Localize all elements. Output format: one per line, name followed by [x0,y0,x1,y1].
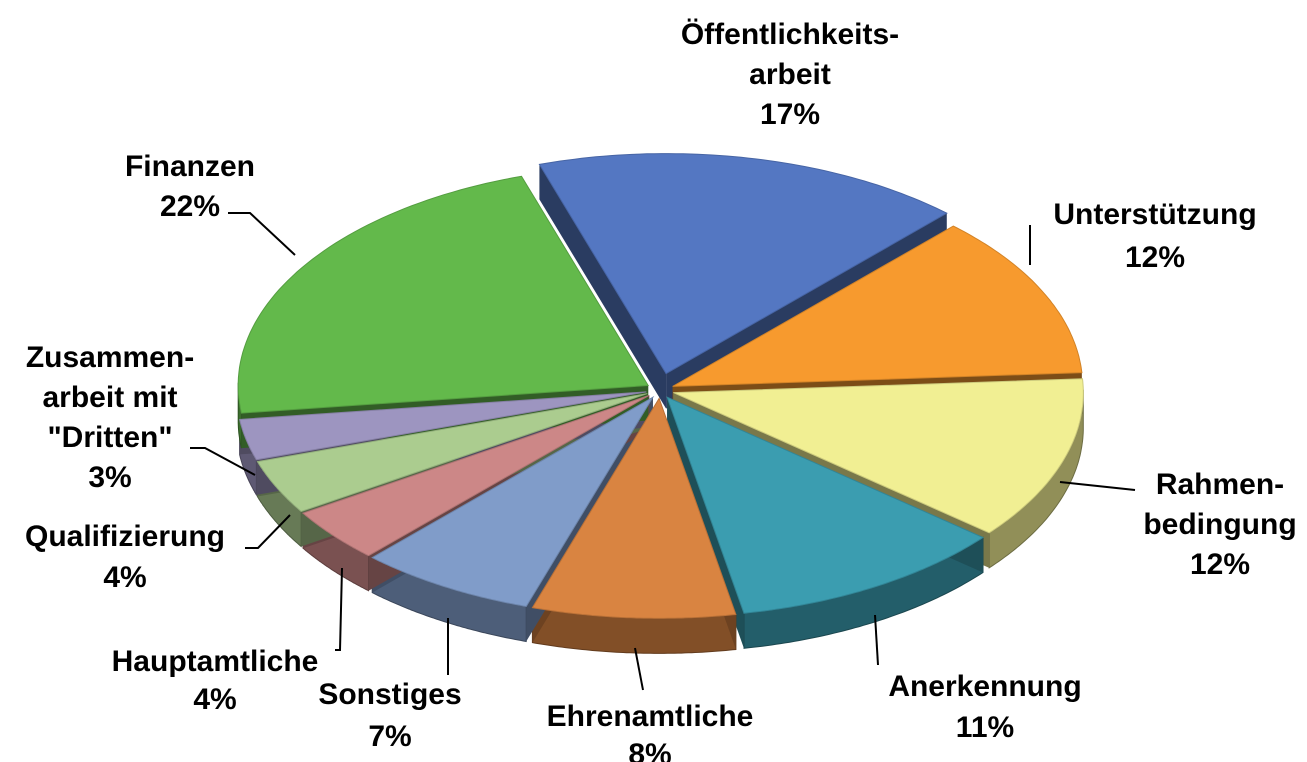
leader-line [190,447,256,476]
slice [301,394,650,557]
category-label: Finanzen [124,150,255,183]
slice-tops [237,153,1084,619]
category-label: Anerkennung [888,670,1082,703]
percent-label: 12% [1189,548,1251,581]
leader-line [1059,481,1136,491]
slice [531,397,737,619]
slice [672,225,1083,387]
percent-label: 4% [193,683,237,716]
category-label: Ehrenamtliche [546,700,754,733]
slice [538,153,948,375]
percent-label: 7% [368,720,412,753]
category-label: Rahmen- bedingung [1143,468,1297,541]
percent-label: 22% [159,190,221,223]
leader-line [335,567,343,651]
category-label: Zusammen- arbeit mit "Dritten" [25,341,195,454]
percent-label: 3% [88,461,132,494]
category-label: Hauptamtliche [111,645,319,678]
slice [673,378,1084,534]
slice [371,395,655,608]
percent-label: 4% [103,561,147,594]
leader-line [874,614,879,666]
percent-label: 8% [628,738,672,762]
slice-side [539,164,667,409]
category-label: Öffentlichkeits- arbeit [680,18,900,91]
leader-line [634,647,644,691]
percent-label: 11% [955,711,1015,744]
slice [666,396,985,614]
category-label: Sonstiges [318,678,462,711]
leader-line [245,514,291,549]
slice [237,175,650,414]
category-label: Unterstützung [1053,198,1257,231]
slice [256,393,648,513]
percent-label: 12% [1124,241,1186,274]
category-label: Qualifizierung [24,520,225,553]
leader-lines [190,212,1136,691]
slice [239,391,647,461]
percent-label: 17% [759,98,821,131]
leader-line [228,212,296,256]
